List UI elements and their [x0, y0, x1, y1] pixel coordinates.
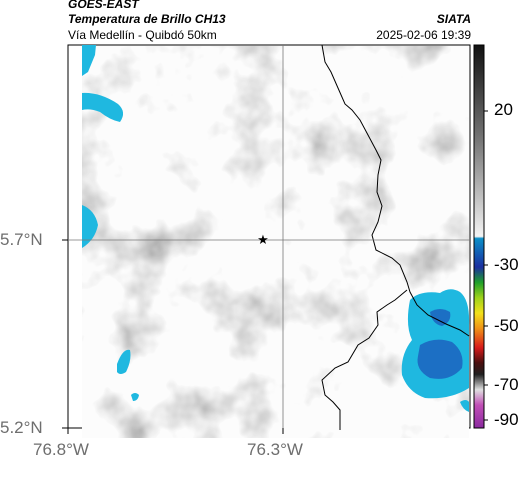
cloud-core-se [417, 339, 463, 379]
product-title: Temperatura de Brillo CH13 [68, 12, 226, 26]
colorbar-label: -30 [494, 255, 519, 274]
cloud-patch-sw [117, 349, 131, 374]
colorbar-label: -70 [494, 375, 519, 394]
cloud-patch-sw2 [131, 393, 139, 401]
cloud-patch-se-small [460, 400, 469, 412]
organization-label: SIATA [436, 12, 471, 26]
cloud-patch-nw [82, 45, 96, 76]
satellite-name: GOES-EAST [68, 0, 139, 11]
political-border [321, 44, 470, 430]
lat-label-5-7: 5.7°N [0, 230, 43, 249]
timestamp: 2025-02-06 19:39 [376, 28, 471, 42]
lon-label-76-3: 76.3°W [247, 440, 303, 459]
colorbar [473, 44, 485, 429]
lon-label-76-8: 76.8°W [33, 440, 89, 459]
colorbar-label: -90 [494, 410, 519, 429]
cloud-patch-nw2 [82, 92, 124, 122]
region-subtitle: Vía Medellín - Quibdó 50km [68, 28, 217, 42]
cloud-patch-w [82, 205, 98, 248]
lat-label-5-2: 5.2°N [0, 418, 43, 437]
colorbar-label: 20 [494, 100, 513, 119]
cloud-core-se2 [430, 309, 451, 326]
colorbar-label: -50 [494, 316, 519, 335]
location-star-icon: ★ [257, 232, 269, 247]
